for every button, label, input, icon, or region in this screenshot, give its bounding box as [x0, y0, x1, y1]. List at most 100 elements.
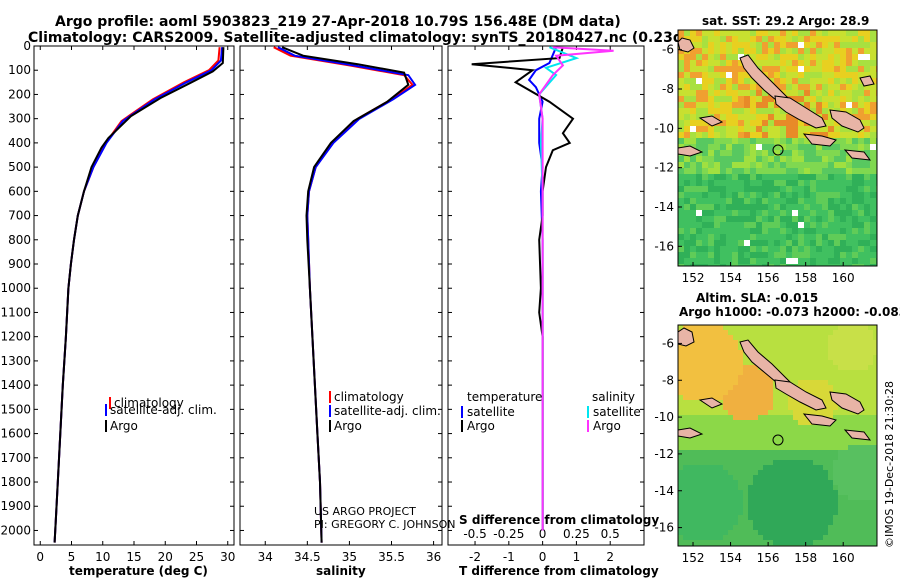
x-tick-label-salinity: -0.5: [463, 527, 486, 541]
sla-cell: [813, 390, 818, 395]
sla-cell: [738, 495, 743, 500]
sla-cell: [853, 385, 858, 390]
sla-cell: [748, 370, 753, 375]
x-tick-label: 2: [606, 550, 614, 564]
sla-cell: [698, 410, 703, 415]
sst-cell: [756, 186, 762, 192]
sst-cell: [708, 204, 714, 210]
sla-cell: [758, 505, 763, 510]
x-tick-label: 1: [573, 550, 581, 564]
sla-cell: [868, 500, 873, 505]
sla-cell: [778, 455, 783, 460]
sla-cell: [803, 475, 808, 480]
sst-cell: [708, 240, 714, 246]
sla-cell: [693, 345, 698, 350]
sla-cell: [828, 410, 833, 415]
map-x-tick-label: 158: [794, 271, 817, 285]
sst-cell: [768, 60, 774, 66]
sst-cell: [834, 150, 840, 156]
sla-cell: [838, 410, 843, 415]
sla-cell: [858, 375, 863, 380]
sla-cell: [848, 535, 853, 540]
sla-cell: [718, 490, 723, 495]
sla-cell: [783, 500, 788, 505]
sla-cell: [728, 350, 733, 355]
sla-cell: [808, 495, 813, 500]
sla-cell: [708, 380, 713, 385]
sst-cell: [864, 66, 870, 72]
sst-cell: [708, 66, 714, 72]
sst-cell: [768, 48, 774, 54]
sst-cell: [720, 252, 726, 258]
sst-cell: [702, 228, 708, 234]
sla-cell: [738, 345, 743, 350]
sst-cell: [840, 210, 846, 216]
sst-cell: [852, 246, 858, 252]
sla-cell: [763, 445, 768, 450]
sla-cell: [818, 515, 823, 520]
sst-cell: [726, 192, 732, 198]
sla-cell: [683, 325, 688, 330]
sst-cell: [690, 84, 696, 90]
sst-cell: [846, 30, 852, 36]
sla-cell: [778, 540, 783, 545]
sst-cell: [720, 36, 726, 42]
sla-cell: [698, 515, 703, 520]
sst-cell: [678, 102, 684, 108]
sla-cell: [748, 480, 753, 485]
sst-cell: [852, 30, 858, 36]
sst-cell: [774, 162, 780, 168]
sla-cell: [683, 400, 688, 405]
sst-cell: [732, 54, 738, 60]
sst-cell: [678, 264, 684, 266]
sst-cell: [678, 174, 684, 180]
sst-cell: [774, 78, 780, 84]
sla-cell: [873, 500, 877, 505]
sla-cell: [848, 435, 853, 440]
sla-cell: [718, 475, 723, 480]
sla-cell: [703, 485, 708, 490]
sst-cell: [726, 132, 732, 138]
sla-cell: [713, 490, 718, 495]
sla-cell: [723, 520, 728, 525]
sst-cell: [834, 72, 840, 78]
sst-cell: [774, 186, 780, 192]
sst-cell: [816, 234, 822, 240]
sst-cell: [708, 90, 714, 96]
x-tick-label-salinity: -0.25: [493, 527, 524, 541]
sst-cell: [702, 240, 708, 246]
sla-cell: [763, 390, 768, 395]
sla-cell: [688, 410, 693, 415]
sla-cell: [813, 530, 818, 535]
sst-cell: [792, 162, 798, 168]
sst-cell: [762, 252, 768, 258]
sla-cell: [693, 495, 698, 500]
sst-cell: [852, 174, 858, 180]
sst-cell: [726, 96, 732, 102]
sla-cell: [803, 505, 808, 510]
sst-cell: [744, 84, 750, 90]
sla-cell: [843, 445, 848, 450]
sst-cell: [870, 204, 876, 210]
sst-cell: [684, 114, 690, 120]
sla-cell: [843, 390, 848, 395]
sst-cell: [834, 84, 840, 90]
sst-cell: [858, 240, 864, 246]
sla-cell: [728, 515, 733, 520]
sst-cell: [822, 30, 828, 36]
sla-cell: [793, 330, 798, 335]
sst-cell: [858, 48, 864, 54]
sst-cell: [708, 96, 714, 102]
sst-cell: [822, 42, 828, 48]
sla-cell: [688, 355, 693, 360]
sla-cell: [798, 490, 803, 495]
sst-cell: [846, 36, 852, 42]
sst-cell: [840, 222, 846, 228]
sst-cell: [744, 198, 750, 204]
sla-cell: [708, 495, 713, 500]
sla-cell: [703, 540, 708, 545]
sla-cell: [858, 455, 863, 460]
sla-cell: [703, 360, 708, 365]
sst-cell: [792, 84, 798, 90]
sst-cell: [852, 102, 858, 108]
